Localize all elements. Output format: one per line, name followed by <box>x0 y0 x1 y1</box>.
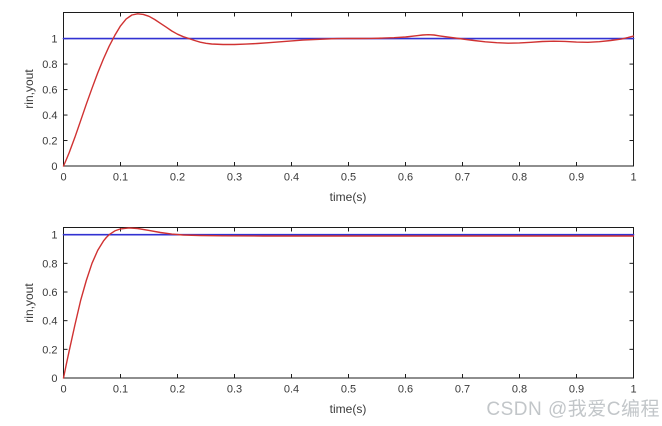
x-tick-label: 1 <box>630 384 636 396</box>
bottom-plot: 0 0.1 0.2 0.3 0.4 0.5 0.6 0.7 0.8 0.9 1 0 0.2 0.4 0.6 0… <box>42 227 637 396</box>
x-tick-label: 0.9 <box>569 384 584 396</box>
watermark: CSDN @我爱C编程 <box>486 399 660 420</box>
top-plot: 0 0.1 0.2 0.3 0.4 0.5 0.6 0.7 0.8 0.9 1 0 0.2 0.4 0.6 0… <box>42 12 637 184</box>
curve-yout <box>62 227 635 379</box>
y-tick-label: 0.2 <box>42 344 57 356</box>
x-tick-label: 0.8 <box>512 172 527 184</box>
bottom-plot-y-axis-label: rin,yout <box>22 283 36 323</box>
x-tick-label: 0.5 <box>341 172 356 184</box>
y-tick-label: 1 <box>51 230 57 242</box>
axes-box <box>63 12 634 167</box>
y-tick-label: 0.4 <box>42 110 57 122</box>
x-tick-label: 0 <box>60 172 66 184</box>
y-tick-label: 0.4 <box>42 316 57 328</box>
x-tick-label: 0.6 <box>398 172 413 184</box>
y-tick-label: 0.8 <box>42 59 57 71</box>
x-tick-label: 0.4 <box>284 384 299 396</box>
y-tick-label: 0 <box>51 373 57 385</box>
x-tick-label: 0.7 <box>455 172 470 184</box>
x-tick-label: 1 <box>630 172 636 184</box>
x-tick-label: 0.5 <box>341 384 356 396</box>
x-tick-label: 0.1 <box>113 384 128 396</box>
bottom-plot-x-axis-label: time(s) <box>329 402 367 416</box>
x-tick-label: 0.6 <box>398 384 413 396</box>
y-tick-label: 0.6 <box>42 287 57 299</box>
y-tick-label: 0 <box>51 161 57 173</box>
x-tick-label: 0.4 <box>284 172 299 184</box>
x-tick-label: 0.3 <box>227 384 242 396</box>
y-tick-label: 0.8 <box>42 258 57 270</box>
y-tick-label: 1 <box>51 34 57 46</box>
y-tick-label: 0.2 <box>42 136 57 148</box>
x-tick-label: 0.7 <box>455 384 470 396</box>
curve-yout <box>62 13 635 167</box>
y-tick-label: 0.6 <box>42 85 57 97</box>
x-tick-label: 0.2 <box>170 384 185 396</box>
top-plot-y-axis-label: rin,yout <box>22 69 36 109</box>
top-plot-x-axis-label: time(s) <box>329 190 367 204</box>
x-tick-label: 0.3 <box>227 172 242 184</box>
x-tick-label: 0.8 <box>512 384 527 396</box>
x-tick-label: 0.1 <box>113 172 128 184</box>
x-tick-label: 0 <box>60 384 66 396</box>
axes-box <box>63 227 634 379</box>
x-tick-label: 0.9 <box>569 172 584 184</box>
x-tick-label: 0.2 <box>170 172 185 184</box>
